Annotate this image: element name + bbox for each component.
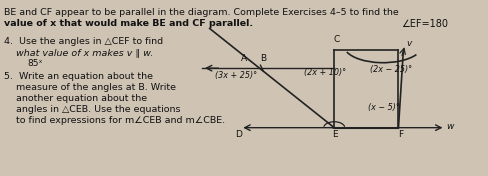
Text: A: A: [241, 54, 247, 63]
Text: (3x + 25)°: (3x + 25)°: [215, 71, 258, 80]
Text: D: D: [235, 130, 242, 139]
Text: another equation about the: another equation about the: [3, 94, 147, 103]
Text: w: w: [447, 122, 454, 131]
Text: value of x that would make BE and CF parallel.: value of x that would make BE and CF par…: [3, 18, 253, 28]
Text: (x − 5)°: (x − 5)°: [368, 103, 400, 112]
Text: E: E: [332, 130, 338, 139]
Text: (2x + 10)°: (2x + 10)°: [304, 68, 346, 77]
Text: ∠EF=180: ∠EF=180: [401, 18, 448, 29]
Text: C: C: [333, 35, 339, 44]
Text: what value of x makes v ∥ w.: what value of x makes v ∥ w.: [3, 48, 153, 57]
Text: 5.  Write an equation about the: 5. Write an equation about the: [3, 72, 153, 81]
Text: v: v: [407, 39, 412, 48]
Text: (2x − 25)°: (2x − 25)°: [370, 65, 412, 74]
Text: B: B: [260, 54, 266, 63]
Text: to find expressions for m∠CEB and m∠CBE.: to find expressions for m∠CEB and m∠CBE.: [3, 116, 224, 125]
Text: angles in △CEB. Use the equations: angles in △CEB. Use the equations: [3, 105, 180, 114]
Text: F: F: [398, 130, 403, 139]
Text: BE and CF appear to be parallel in the diagram. Complete Exercises 4–5 to find t: BE and CF appear to be parallel in the d…: [3, 8, 398, 17]
Text: 4.  Use the angles in △CEF to find: 4. Use the angles in △CEF to find: [3, 37, 163, 46]
Text: 85ˣ: 85ˣ: [27, 59, 43, 68]
Text: measure of the angles at B. Write: measure of the angles at B. Write: [3, 83, 176, 92]
